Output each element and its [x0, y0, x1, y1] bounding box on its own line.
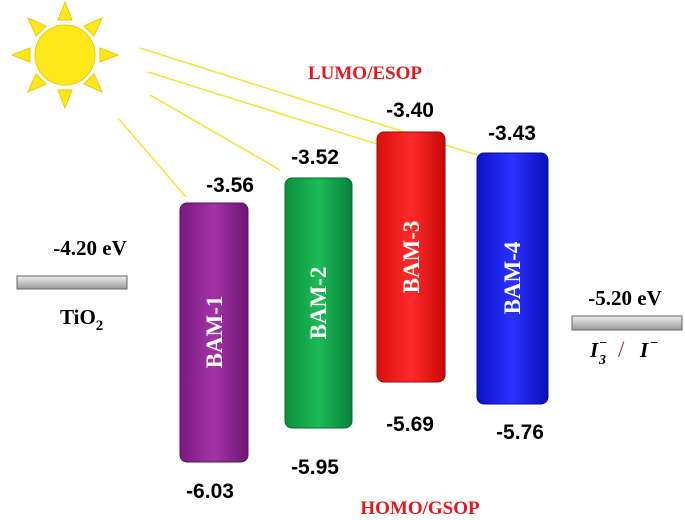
electrolyte-energy: -5.20 eV: [588, 286, 661, 310]
tio2-label: TiO2: [60, 305, 103, 334]
dye-name: BAM-1: [202, 296, 227, 369]
homo-label: HOMO/GSOP: [360, 498, 480, 519]
electrolyte-level: [571, 315, 683, 331]
electrolyte-symbol2: I: [639, 338, 649, 362]
homo-value: -5.76: [496, 421, 544, 444]
sun: [10, 0, 120, 110]
homo-value: -6.03: [186, 480, 234, 503]
dye-name: BAM-3: [399, 221, 424, 294]
electrolyte-sup: −: [599, 336, 607, 351]
dye-name: BAM-2: [306, 267, 331, 340]
electrolyte-slash: /: [618, 337, 625, 362]
electrolyte-symbol: I: [589, 338, 599, 362]
lumo-value: -3.43: [488, 122, 536, 145]
lumo-label: LUMO/ESOP: [308, 63, 422, 84]
tio2-name: TiO: [60, 305, 96, 329]
tio2-subscript: 2: [96, 318, 104, 334]
lumo-value: -3.52: [291, 146, 339, 169]
tio2-energy: -4.20 eV: [53, 236, 126, 260]
dye-bar: [376, 131, 446, 383]
dye-bar: [284, 177, 353, 429]
lumo-value: -3.56: [206, 174, 254, 197]
electrolyte-label: I 3 − / I −: [589, 336, 658, 368]
dye-bar: [179, 202, 249, 463]
electrolyte-sub: 3: [598, 353, 606, 368]
electrolyte-sup2: −: [650, 336, 658, 351]
homo-value: -5.69: [386, 413, 434, 436]
homo-value: -5.95: [291, 456, 339, 479]
tio2-level: [16, 275, 128, 290]
lumo-value: -3.40: [386, 99, 434, 122]
dye-bar: [476, 152, 549, 405]
dye-name: BAM-4: [500, 241, 525, 314]
